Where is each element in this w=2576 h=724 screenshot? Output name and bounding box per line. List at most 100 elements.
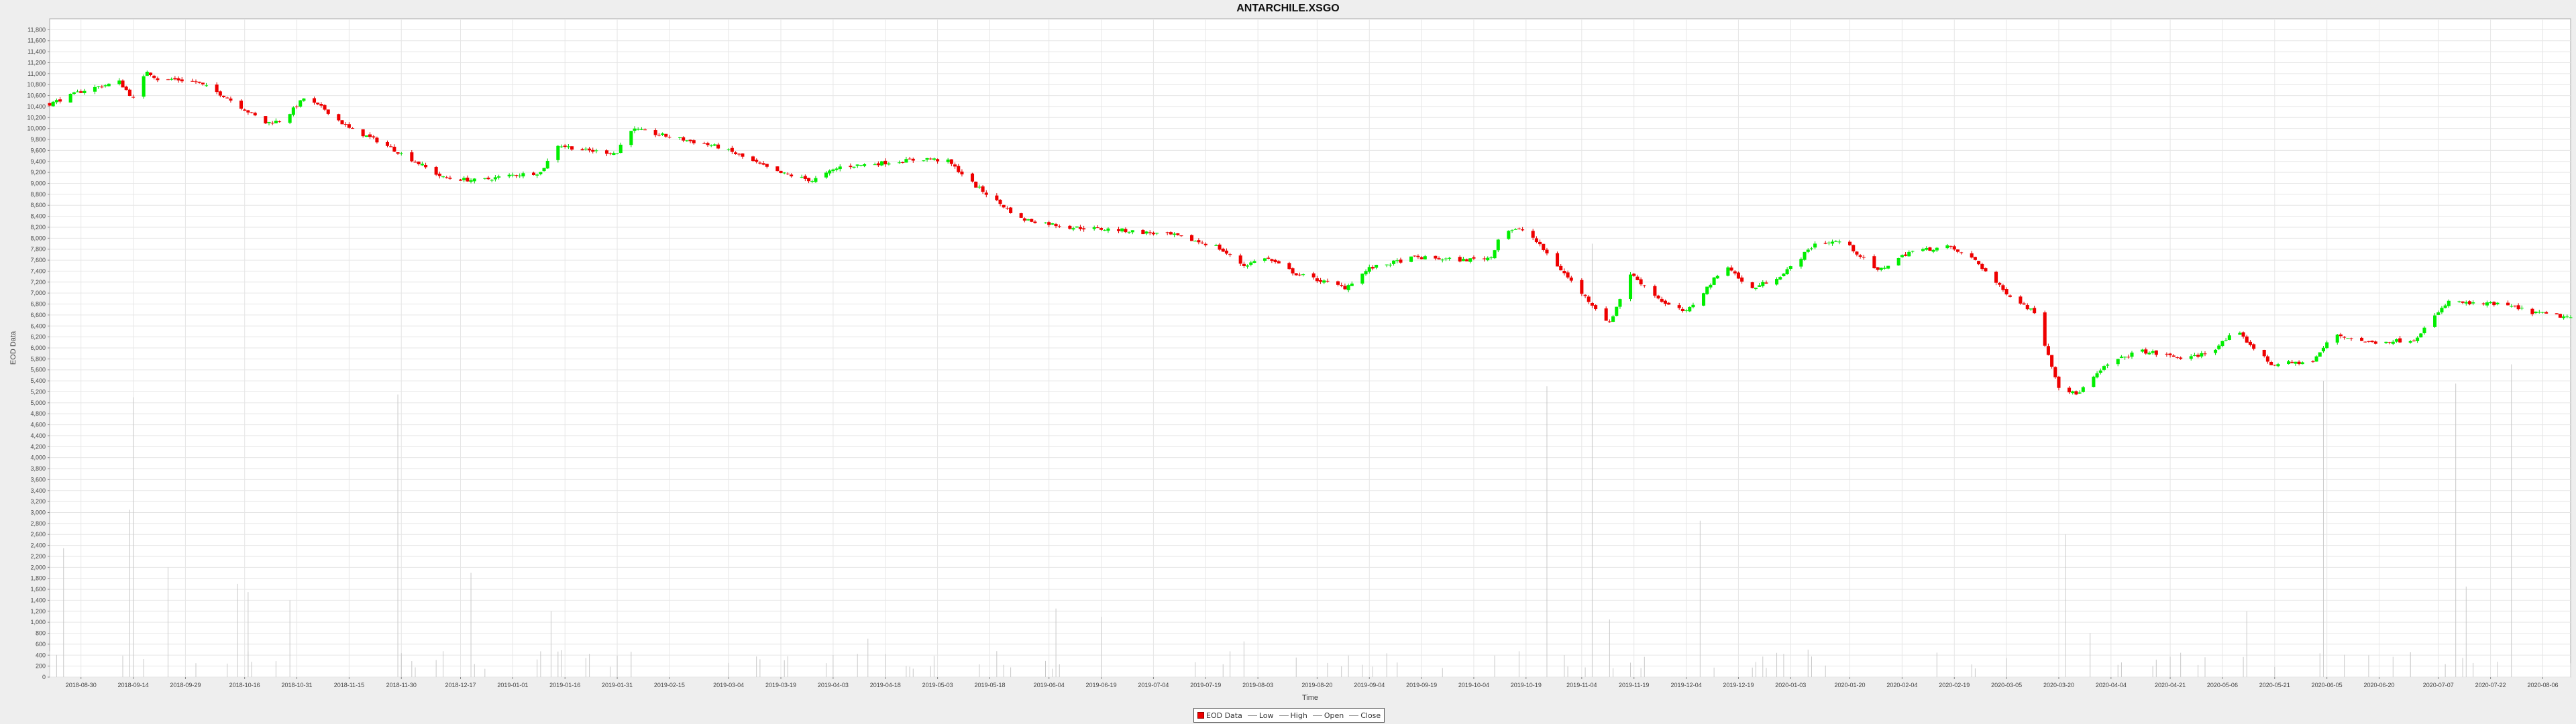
- candle-body: [1855, 251, 1859, 255]
- candle-body: [925, 158, 929, 160]
- candle-body: [148, 72, 153, 75]
- candle-body: [2106, 364, 2110, 366]
- candle-body: [1054, 224, 1058, 227]
- candle-body: [1071, 228, 1075, 230]
- candle-body: [127, 89, 131, 97]
- candle-body: [2004, 289, 2008, 295]
- candle-body: [737, 154, 741, 155]
- candle-body: [1806, 249, 1810, 252]
- volume-bars: [49, 243, 2571, 677]
- candle-body: [542, 168, 546, 172]
- x-tick-label: 2018-11-15: [334, 682, 364, 688]
- candle-body: [970, 173, 975, 182]
- candle-body: [1882, 267, 1886, 269]
- y-tick-label: 3,600: [30, 476, 46, 483]
- candle-body: [904, 159, 908, 163]
- candle-body: [2314, 356, 2318, 362]
- candle-body: [2339, 334, 2343, 337]
- candle-body: [2530, 308, 2534, 314]
- y-tick-label: 9,400: [30, 158, 46, 165]
- candle-body: [692, 140, 696, 143]
- y-tick-label: 7,800: [30, 246, 46, 253]
- candle-body: [2053, 367, 2057, 377]
- candle-body: [765, 164, 769, 167]
- x-tick-label: 2019-08-03: [1242, 682, 1273, 688]
- candle-body: [1057, 226, 1061, 227]
- candle-body: [413, 162, 417, 163]
- candle-body: [619, 144, 623, 154]
- y-tick-label: 10,600: [27, 93, 46, 99]
- candle-body: [824, 172, 828, 178]
- candle-body: [1726, 267, 1730, 276]
- x-tick-label: 2018-10-31: [282, 682, 313, 688]
- candle-body: [1458, 257, 1462, 262]
- candle-body: [1542, 243, 1546, 250]
- candle-body: [1998, 282, 2002, 285]
- candle-body: [1782, 274, 1786, 276]
- candle-body: [1448, 257, 1452, 259]
- candle-body: [337, 114, 341, 121]
- candle-body: [2019, 296, 2023, 304]
- candle-body: [2436, 312, 2440, 315]
- candle-body: [1371, 267, 1375, 269]
- candle-body: [643, 129, 647, 131]
- candle-body: [2068, 387, 2072, 393]
- candle-body: [901, 162, 905, 163]
- candle-body: [221, 95, 226, 97]
- candle-body: [2276, 364, 2280, 367]
- candle-body: [434, 167, 438, 175]
- candle-body: [1684, 310, 1688, 312]
- grid-lines: [50, 19, 2571, 678]
- candle-body: [1715, 276, 1719, 279]
- candle-body: [486, 178, 490, 180]
- y-tick-label: 4,000: [30, 455, 46, 461]
- candle-body: [1294, 273, 1298, 276]
- candle-body: [302, 98, 306, 101]
- candle-body: [545, 160, 549, 169]
- candle-body: [417, 162, 421, 165]
- candle-body: [566, 146, 570, 147]
- candle-body: [469, 180, 473, 182]
- candle-body: [1635, 276, 1640, 280]
- candle-body: [1803, 251, 1807, 260]
- candle-body: [922, 160, 926, 162]
- candle-body: [706, 143, 710, 145]
- candle-body: [2192, 355, 2196, 357]
- candle-body: [288, 114, 292, 123]
- candle-body: [2290, 361, 2294, 363]
- y-tick-label: 5,000: [30, 400, 46, 406]
- candle-body: [1907, 251, 1911, 257]
- y-tick-label: 1,000: [30, 619, 46, 625]
- candle-body: [1813, 243, 1817, 248]
- candle-body: [385, 142, 390, 146]
- candle-body: [58, 99, 62, 102]
- x-axis: 2018-08-30 2018-09-14 2018-09-29 2018-10-16…: [66, 677, 2558, 688]
- candle-body: [2269, 362, 2273, 365]
- candle-body: [462, 178, 466, 180]
- y-tick-label: 10,800: [27, 81, 46, 88]
- candle-body: [775, 166, 780, 172]
- candle-body: [946, 160, 950, 162]
- candle-body: [1340, 285, 1344, 286]
- x-tick-label: 2020-05-21: [2259, 682, 2290, 688]
- candle-body: [1984, 268, 1988, 272]
- legend: EOD Data Low High Open Close: [1193, 708, 1385, 723]
- candle-body: [2102, 366, 2106, 370]
- candle-body: [1419, 257, 1424, 259]
- candle-body: [1127, 232, 1131, 233]
- candle-body: [2311, 361, 2315, 363]
- candle-body: [2443, 305, 2447, 308]
- candle-body: [2562, 316, 2566, 318]
- candle-body: [1246, 265, 1250, 267]
- candle-body: [1277, 261, 1281, 263]
- candle-body: [274, 120, 278, 123]
- candle-body: [1510, 230, 1514, 231]
- candle-body: [51, 101, 55, 107]
- candle-body: [493, 177, 497, 180]
- candle-body: [629, 131, 633, 145]
- candle-body: [2416, 337, 2420, 341]
- candle-body: [410, 152, 414, 162]
- candle-body: [1677, 305, 1681, 308]
- candle-body: [1267, 257, 1271, 259]
